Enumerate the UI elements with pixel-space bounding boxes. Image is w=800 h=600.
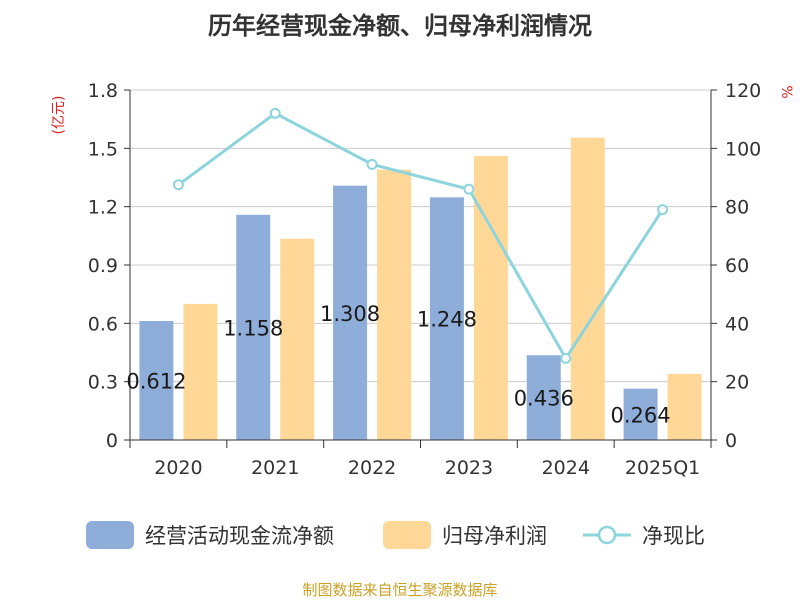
ratio-point [366,158,378,170]
data-label-cash-flow: 0.612 [126,370,186,394]
y-left-tick-label: 1.5 [88,138,118,160]
ratio-point [269,107,281,119]
y-right-tick-label: 80 [725,197,749,219]
y-right-tick-label: 120 [725,80,761,102]
legend-label-cash-flow: 经营活动现金流净额 [145,524,334,548]
y-right-unit: % [778,85,794,98]
bar-cash-flow [526,355,561,440]
bars [139,137,702,440]
legend-swatch-ratio-marker [597,525,617,545]
y-right-tick-label: 0 [725,430,737,452]
data-label-cash-flow: 0.264 [611,403,671,427]
ratio-line [177,111,664,362]
bar-cash-flow [333,185,368,440]
ratio-point [560,352,572,364]
x-tick-label: 2022 [348,457,396,479]
gridlines [130,89,711,383]
y-right-tick-label: 20 [725,372,749,394]
legend-swatch-cash-flow [86,521,134,549]
bar-cash-flow [429,197,464,440]
x-tick-label: 2020 [154,457,202,479]
data-label-cash-flow: 0.436 [514,387,574,411]
source-note: 制图数据来自恒生聚源数据库 [302,581,498,599]
legend: 经营活动现金流净额 归母净利润 净现比 [86,521,705,549]
bar-cash-flow [236,214,271,440]
legend-label-ratio: 净现比 [642,524,705,548]
y-left-tick-label: 1.8 [88,80,118,102]
x-tick-label: 2023 [445,457,493,479]
bar-net-profit [280,238,315,440]
axes: 0 0.3 0.6 0.9 1.2 1.5 1.8 0 20 40 60 80 100 120 (亿元)% 2… [51,80,794,479]
data-labels: 0.612 1.158 1.308 1.248 0.436 0.264 [126,302,670,428]
data-label-cash-flow: 1.248 [417,308,477,332]
ratio-point [172,179,184,191]
data-label-cash-flow: 1.158 [223,316,283,340]
y-left-tick-label: 0 [106,430,118,452]
bar-net-profit [667,373,702,440]
y-left-tick-label: 0.3 [88,372,118,394]
legend-label-net-profit: 归母净利润 [442,524,547,548]
x-tick-label: 2024 [542,457,590,479]
y-right-tick-label: 60 [725,255,749,277]
ratio-line-series [172,107,669,364]
bar-net-profit [183,303,218,440]
y-left-tick-label: 1.2 [88,197,118,219]
y-right-tick-label: 40 [725,313,749,335]
bar-cash-flow [139,321,174,440]
ratio-point [657,204,669,216]
bar-net-profit [570,137,605,440]
y-right-tick-label: 100 [725,138,761,160]
legend-swatch-net-profit [383,521,431,549]
y-left-tick-label: 0.9 [88,255,118,277]
bar-cash-flow [623,388,658,440]
y-left-unit: (亿元) [51,96,67,135]
bar-net-profit [377,169,412,440]
chart-title: 历年经营现金净额、归母净利润情况 [208,12,592,40]
ratio-point [463,183,475,195]
y-left-tick-label: 0.6 [88,313,118,335]
bar-net-profit [473,156,508,440]
data-label-cash-flow: 1.308 [320,302,380,326]
x-tick-label: 2021 [251,457,299,479]
x-tick-label: 2025Q1 [625,457,700,479]
